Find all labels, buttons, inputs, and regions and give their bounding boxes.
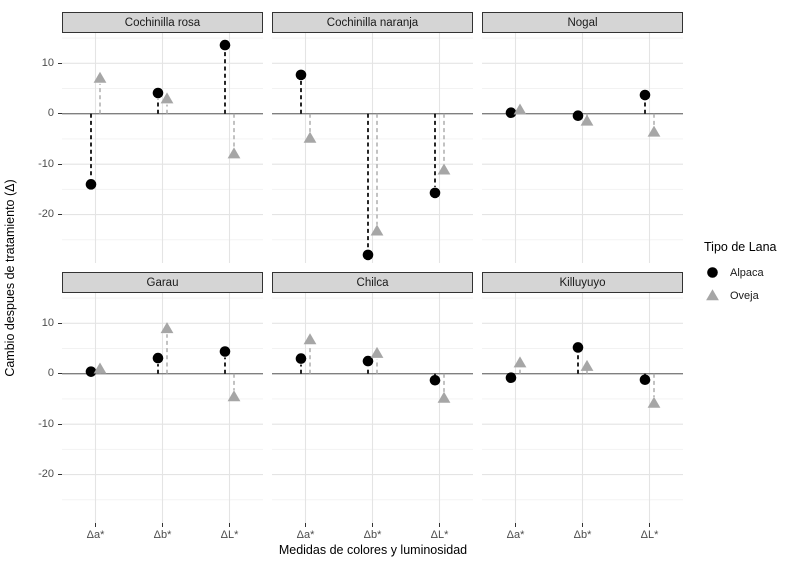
y-tick-label: -10 xyxy=(38,417,54,430)
point-oveja-ΔL* xyxy=(227,390,241,402)
point-alpaca-ΔL* xyxy=(219,39,231,51)
point-oveja-ΔL* xyxy=(437,163,451,175)
point-oveja-ΔL* xyxy=(647,396,661,408)
point-alpaca-Δa* xyxy=(295,69,307,81)
legend-item-oveja: Oveja xyxy=(704,287,812,304)
point-alpaca-ΔL* xyxy=(639,89,651,101)
y-tick-label: 0 xyxy=(47,367,54,380)
y-tick-mark xyxy=(58,322,62,324)
x-tick-mark xyxy=(582,523,583,527)
x-tick-mark xyxy=(162,523,163,527)
facet-panel-4 xyxy=(62,293,263,523)
y-tick-mark xyxy=(58,214,62,216)
x-tick-label: Δb* xyxy=(573,529,592,541)
point-oveja-ΔL* xyxy=(227,147,241,159)
x-tick-label: Δb* xyxy=(153,529,172,541)
x-tick-mark xyxy=(305,523,306,527)
circle-marker-icon xyxy=(704,264,721,281)
point-alpaca-Δb* xyxy=(362,249,374,261)
y-tick-mark xyxy=(58,423,62,425)
point-oveja-ΔL* xyxy=(647,125,661,137)
point-oveja-Δa* xyxy=(303,333,317,345)
x-tick-label: ΔL* xyxy=(220,529,239,541)
point-alpaca-Δb* xyxy=(362,355,374,367)
point-oveja-Δa* xyxy=(93,71,107,83)
facet-strip-5: Chilca xyxy=(272,272,473,293)
point-alpaca-Δb* xyxy=(572,342,584,353)
point-oveja-Δb* xyxy=(160,322,174,334)
facet-panel-6 xyxy=(482,293,683,523)
triangle-marker-icon xyxy=(704,287,721,304)
point-alpaca-Δb* xyxy=(572,110,584,122)
point-alpaca-Δa* xyxy=(295,353,307,364)
point-oveja-Δb* xyxy=(580,114,594,126)
point-alpaca-Δb* xyxy=(152,352,164,364)
point-alpaca-ΔL* xyxy=(429,187,441,199)
x-tick-label: ΔL* xyxy=(430,529,449,541)
y-tick-mark xyxy=(58,373,62,375)
y-tick-label: 0 xyxy=(47,107,54,120)
y-tick-mark xyxy=(58,474,62,476)
y-tick-mark xyxy=(58,113,62,115)
facet-strip-3: Nogal xyxy=(482,12,683,33)
point-oveja-Δa* xyxy=(513,103,527,115)
facet-panel-5 xyxy=(272,293,473,523)
x-tick-label: ΔL* xyxy=(640,529,659,541)
legend-title: Tipo de Lana xyxy=(704,240,777,254)
point-oveja-ΔL* xyxy=(437,391,451,403)
x-tick-label: Δa* xyxy=(86,529,105,541)
y-tick-mark xyxy=(58,163,62,165)
y-tick-label: -20 xyxy=(38,208,54,221)
facet-panel-2 xyxy=(272,33,473,263)
x-tick-mark xyxy=(515,523,516,527)
point-alpaca-ΔL* xyxy=(639,374,651,386)
facet-panel-3 xyxy=(482,33,683,263)
facet-strip-6: Killuyuyo xyxy=(482,272,683,293)
point-alpaca-Δa* xyxy=(505,107,517,118)
facet-strip-4: Garau xyxy=(62,272,263,293)
y-tick-mark xyxy=(58,62,62,64)
point-oveja-Δb* xyxy=(580,359,594,371)
facet-strip-1: Cochinilla rosa xyxy=(62,12,263,33)
point-alpaca-Δa* xyxy=(85,179,97,190)
y-tick-label: -20 xyxy=(38,468,54,481)
x-tick-label: Δa* xyxy=(506,529,525,541)
x-tick-mark xyxy=(229,523,230,527)
y-tick-label: 10 xyxy=(41,316,54,329)
x-tick-mark xyxy=(439,523,440,527)
point-oveja-Δb* xyxy=(370,346,384,358)
y-tick-label: 10 xyxy=(41,56,54,69)
x-tick-mark xyxy=(649,523,650,527)
x-tick-mark xyxy=(372,523,373,527)
y-tick-label: -10 xyxy=(38,157,54,170)
legend-label: Alpaca xyxy=(730,266,764,279)
point-alpaca-Δa* xyxy=(505,372,517,384)
point-alpaca-ΔL* xyxy=(219,346,231,357)
legend-label: Oveja xyxy=(730,289,759,302)
point-alpaca-ΔL* xyxy=(429,374,441,386)
point-alpaca-Δb* xyxy=(152,87,164,99)
x-axis-title: Medidas de colores y luminosidad xyxy=(278,543,468,557)
point-oveja-Δa* xyxy=(303,131,317,143)
point-oveja-Δb* xyxy=(160,92,174,104)
legend: Tipo de Lana Alpaca Oveja xyxy=(704,240,812,310)
x-tick-label: Δa* xyxy=(296,529,315,541)
legend-items: Alpaca Oveja xyxy=(704,264,812,304)
facet-strip-2: Cochinilla naranja xyxy=(272,12,473,33)
point-oveja-Δb* xyxy=(370,224,384,236)
x-tick-mark xyxy=(95,523,96,527)
point-oveja-Δa* xyxy=(93,362,107,374)
x-tick-label: Δb* xyxy=(363,529,382,541)
legend-item-alpaca: Alpaca xyxy=(704,264,812,281)
facet-panel-1 xyxy=(62,33,263,263)
point-alpaca-Δa* xyxy=(85,366,97,377)
point-oveja-Δa* xyxy=(513,356,527,368)
